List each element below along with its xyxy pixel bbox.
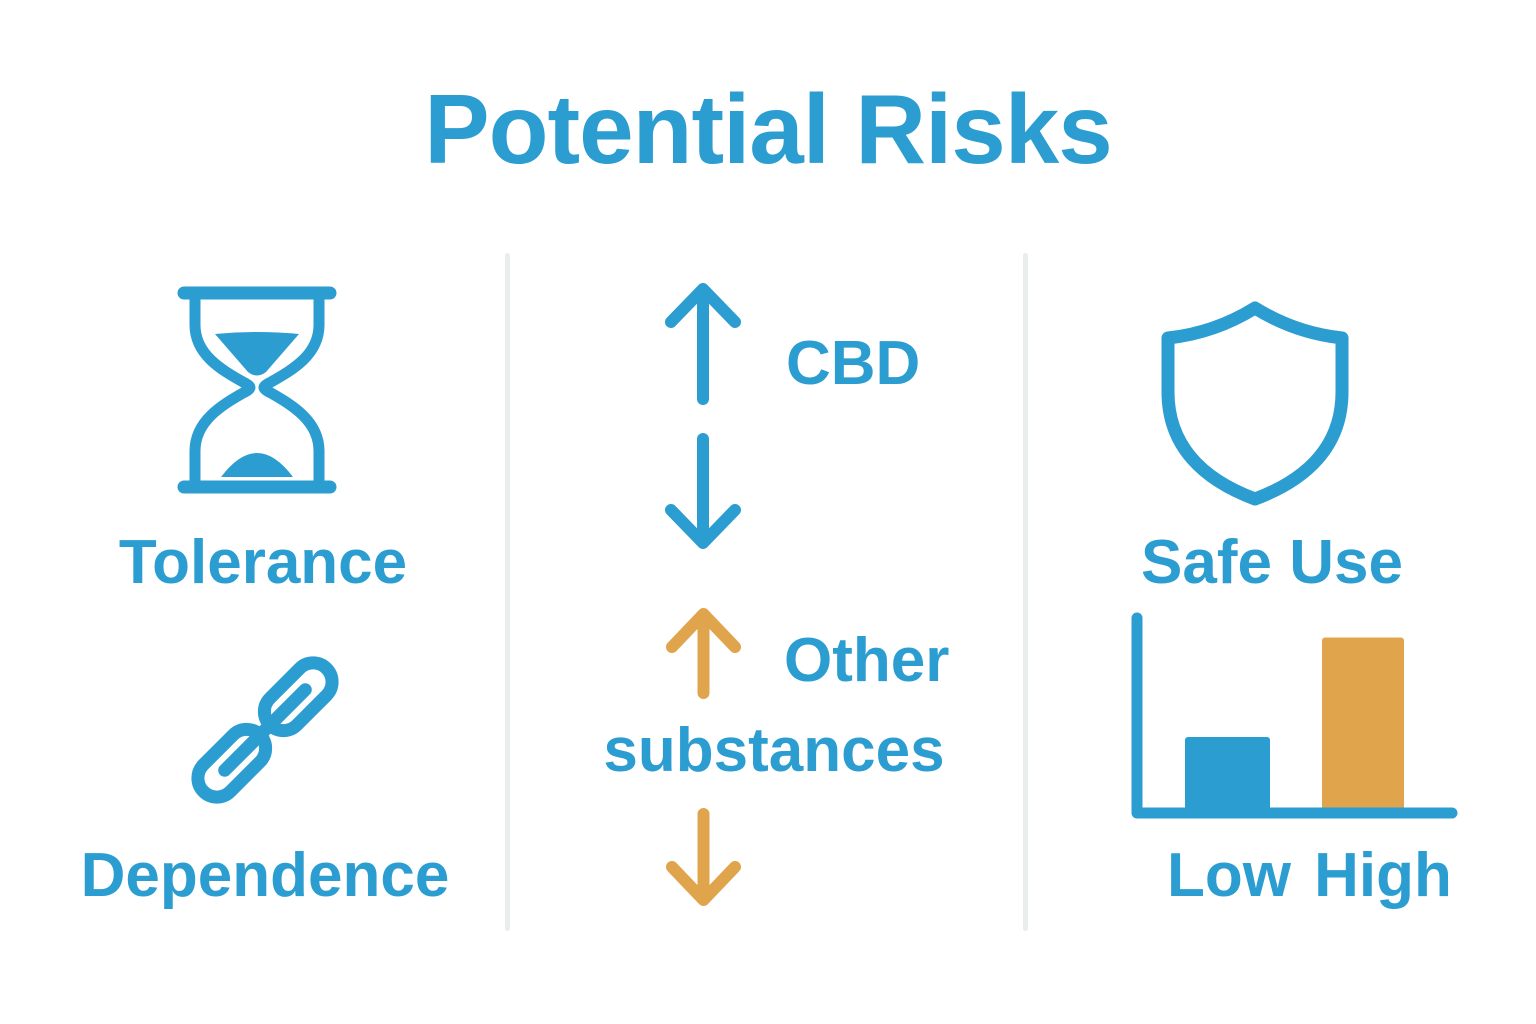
bar-high [1322,637,1404,813]
chart-axes [1131,612,1458,819]
safe-use-label: Safe Use [1141,528,1403,597]
chain-link-icon [191,656,339,804]
column-divider-left [505,253,510,931]
cbd-label: CBD [786,329,921,398]
other-substances-label-line2: substances [603,716,945,785]
hourglass-icon [177,286,337,494]
other-substances-label-line1: Other [784,626,950,695]
low-axis-label: Low [1167,841,1291,910]
risk-level-bar-chart [1131,612,1458,819]
up-arrow-icon [666,608,741,699]
shield-icon [1161,301,1349,506]
down-arrow-icon [665,433,741,549]
up-arrow-icon [665,283,741,405]
high-axis-label: High [1314,841,1452,910]
page-title: Potential Risks [424,74,1113,184]
down-arrow-icon [666,808,741,906]
tolerance-label: Tolerance [118,528,408,597]
dependence-label: Dependence [80,841,450,910]
bar-low [1185,736,1270,813]
column-divider-right [1023,253,1028,931]
